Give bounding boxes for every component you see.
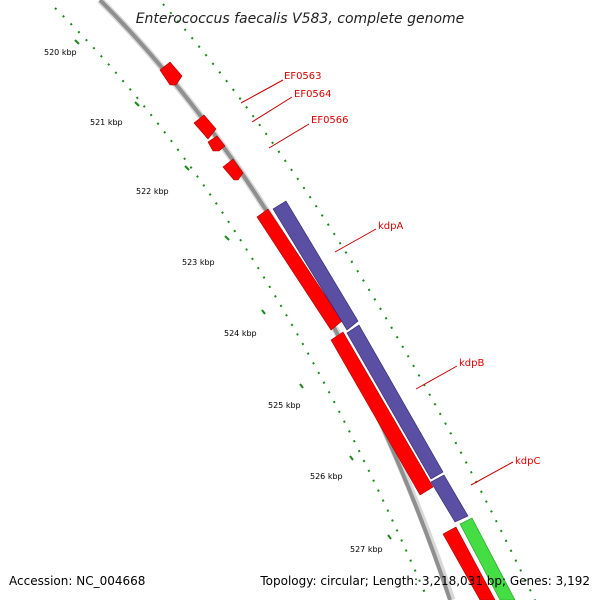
gene-label-ef0564: EF0564 <box>294 89 332 100</box>
backbone-shadow <box>97 0 456 600</box>
map-title: Enterococcus faecalis V583, complete gen… <box>136 11 465 27</box>
red-feature-track <box>256 208 496 600</box>
scale-label-526: 526 kbp <box>310 472 343 481</box>
scale-label-525: 525 kbp <box>268 401 301 410</box>
green-feature-segment[interactable] <box>459 517 516 600</box>
gene-label-ef0563: EF0563 <box>284 71 322 82</box>
purple-feature-track <box>272 200 469 523</box>
accession-label: Accession: NC_004668 <box>9 574 146 588</box>
major-ticks <box>74 39 392 540</box>
leader-lines <box>240 79 514 486</box>
scale-label-520: 520 kbp <box>44 48 77 57</box>
scale-label-522: 522 kbp <box>136 187 169 196</box>
scale-label-524: 524 kbp <box>224 329 257 338</box>
scale-label-521: 521 kbp <box>90 118 123 127</box>
gene-label-kdpb: kdpB <box>459 358 484 369</box>
purple-feature-segment-1[interactable] <box>272 200 359 331</box>
small-gene-arrows <box>159 61 244 181</box>
gene-arrow-ef0563[interactable] <box>159 61 183 86</box>
red-feature-segment-2[interactable] <box>330 331 434 496</box>
red-feature-segment-3[interactable] <box>442 526 496 600</box>
tick-dots-inner <box>162 3 536 600</box>
scale-label-527: 527 kbp <box>350 545 383 554</box>
tick-dots-outer <box>54 7 429 600</box>
purple-feature-segment-2[interactable] <box>346 324 444 480</box>
backbone <box>98 0 452 600</box>
gene-label-ef0566: EF0566 <box>311 115 349 126</box>
gene-label-kdpc: kdpC <box>515 456 540 467</box>
gene-arrow-ef0564[interactable] <box>193 114 217 140</box>
gene-arrow-ef0566[interactable] <box>222 158 244 181</box>
scale-label-523: 523 kbp <box>182 258 215 267</box>
purple-feature-segment-3[interactable] <box>430 474 469 523</box>
topology-label: Topology: circular; Length: 3,218,031 bp… <box>260 574 590 588</box>
gene-label-kdpa: kdpA <box>378 221 403 232</box>
gene-arrow-ef0564b[interactable] <box>207 135 226 152</box>
